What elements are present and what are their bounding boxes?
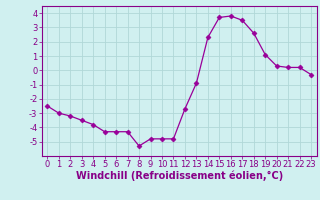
X-axis label: Windchill (Refroidissement éolien,°C): Windchill (Refroidissement éolien,°C) — [76, 171, 283, 181]
